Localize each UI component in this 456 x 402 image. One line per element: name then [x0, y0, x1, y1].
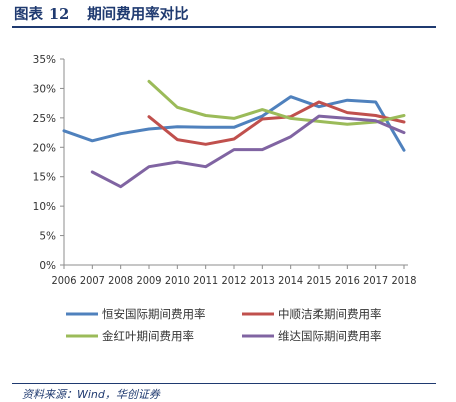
chart-series — [62, 79, 406, 189]
source-rule — [12, 383, 436, 384]
y-tick-labels: 0% 5% 10% 15% 20% 25% 30% 35% — [33, 54, 56, 272]
x-tick-label: 2015 — [307, 275, 332, 287]
x-tick-label: 2007 — [80, 275, 105, 287]
y-tick-label: 35% — [33, 54, 56, 66]
x-tick-label: 2013 — [250, 275, 275, 287]
y-tick-label: 30% — [33, 83, 56, 95]
series-line-3 — [147, 79, 406, 126]
series-line-1 — [62, 95, 406, 152]
x-tick-label: 2016 — [335, 275, 360, 287]
x-tick-label: 2011 — [193, 275, 218, 287]
series-line-2 — [147, 100, 406, 146]
x-tick-labels: 2006 2007 2008 2009 2010 2011 2012 2013 2014 2015… — [52, 275, 417, 287]
y-tick-label: 20% — [33, 142, 56, 154]
figure-number: 12 — [49, 6, 70, 23]
chart-title: 期间费用率对比 — [87, 7, 189, 23]
legend-label-1: 恒安国际期间费用率 — [102, 307, 206, 321]
x-tick-label: 2008 — [108, 275, 133, 287]
x-tick-label: 2009 — [137, 275, 162, 287]
x-tick-label: 2014 — [278, 275, 303, 287]
y-tick-label: 25% — [33, 113, 56, 125]
y-tick-label: 0% — [39, 260, 56, 272]
chart-axes — [60, 58, 408, 269]
y-tick-label: 15% — [33, 172, 56, 184]
figure-title: 图表 12 期间费用率对比 — [14, 3, 189, 24]
figure-label: 图表 — [14, 7, 43, 23]
x-tick-label: 2010 — [165, 275, 190, 287]
source-note: 资料来源：Wind，华创证券 — [22, 388, 160, 401]
legend-label-4: 维达国际期间费用率 — [278, 329, 382, 343]
line-chart: 2006 2007 2008 2009 2010 2011 2012 2013 2014 2015… — [33, 54, 417, 343]
x-tick-label: 2012 — [222, 275, 247, 287]
x-tick-label: 2017 — [363, 275, 388, 287]
x-tick-label: 2018 — [392, 275, 417, 287]
series-line-4 — [90, 114, 406, 189]
y-tick-label: 5% — [39, 231, 56, 243]
y-tick-label: 10% — [33, 201, 56, 213]
title-rule — [12, 26, 436, 28]
legend-label-3: 金红叶期间费用率 — [102, 329, 194, 343]
legend-label-2: 中顺洁柔期间费用率 — [278, 307, 382, 321]
x-tick-label: 2006 — [52, 275, 77, 287]
